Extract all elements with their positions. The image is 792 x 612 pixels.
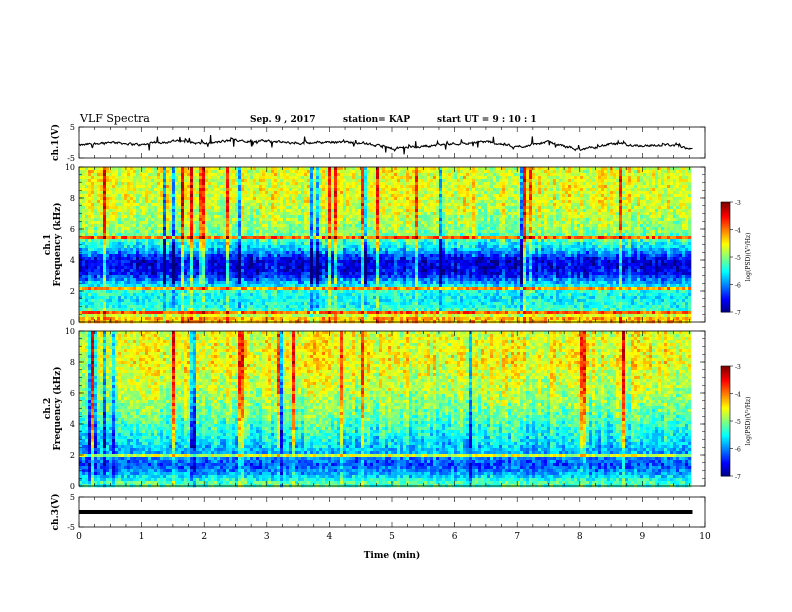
x-axis-label: Time (min)	[364, 550, 421, 561]
x-tick-label: 8	[577, 532, 583, 542]
colorbar-tick-label: -6	[735, 283, 741, 290]
y-tick-label: 5	[70, 123, 75, 132]
colorbar-tick-label: -5	[735, 419, 741, 426]
ch1-waveform-ylabel-group: ch.1(V)	[50, 124, 61, 161]
y-tick-label: 0	[70, 318, 75, 327]
ch1-spectrogram-ylabel: Frequency (kHz)	[52, 202, 63, 286]
y-tick-label: -5	[67, 154, 75, 163]
y-tick-label: 5	[70, 493, 75, 502]
colorbar-tick-label: -4	[735, 392, 741, 399]
y-tick-label: 8	[70, 358, 75, 367]
x-tick-label: 0	[76, 532, 82, 542]
y-tick-label: 10	[65, 163, 75, 172]
colorbar-label: log(PSD)(V²/Hz)	[745, 397, 752, 446]
x-tick-label: 1	[139, 532, 145, 542]
colorbar-label-group: log(PSD)(V²/Hz)	[745, 397, 752, 446]
x-tick-label: 5	[389, 532, 395, 542]
x-tick-label: 4	[327, 532, 333, 542]
colorbar-tick-label: -7	[735, 310, 741, 317]
x-tick-label: 2	[201, 532, 207, 542]
x-tick-label: 6	[452, 532, 458, 542]
colorbar-tick-label: -5	[735, 255, 741, 262]
y-tick-label: 2	[70, 287, 75, 296]
x-tick-label: 7	[514, 532, 520, 542]
colorbar-tick-label: -4	[735, 228, 741, 235]
ch2-spectrogram-cells	[79, 331, 691, 487]
colorbar-tick-label: -6	[735, 447, 741, 454]
ch1-spectrogram-colorbar	[721, 202, 730, 313]
y-tick-label: 4	[70, 420, 75, 429]
ch2-spectrogram-ylabel-group: ch.2 Frequency (kHz)	[43, 366, 63, 450]
ch2-spectrogram-ylabel: Frequency (kHz)	[52, 366, 63, 450]
y-tick-label: 2	[70, 451, 75, 460]
y-tick-label: 6	[70, 389, 75, 398]
ch3-waveform-ylabel: ch.3(V)	[50, 494, 61, 531]
ch3-waveform-ylabel-group: ch.3(V)	[50, 494, 61, 531]
colorbar-tick-label: -3	[735, 200, 741, 207]
y-tick-label: 4	[70, 256, 75, 265]
y-tick-label: 8	[70, 194, 75, 203]
ch1-spectrogram-ylabel: ch.1	[43, 234, 53, 255]
y-tick-label: 10	[65, 327, 75, 336]
x-tick-label: 9	[640, 532, 646, 542]
colorbar-tick-label: -7	[735, 474, 741, 481]
ch1-spectrogram-ylabel-group: ch.1 Frequency (kHz)	[43, 202, 63, 286]
ch1-spectrogram-cells	[79, 167, 691, 323]
x-tick-label: 3	[264, 532, 270, 542]
y-tick-label: 0	[70, 482, 75, 491]
y-tick-label: -5	[67, 523, 75, 532]
colorbar-tick-label: -3	[735, 364, 741, 371]
colorbar-label: log(PSD)(V²/Hz)	[745, 233, 752, 282]
x-tick-label: 10	[699, 532, 711, 542]
ch2-spectrogram-colorbar	[721, 366, 730, 477]
ch2-spectrogram-ylabel: ch.2	[43, 398, 53, 419]
colorbar-label-group: log(PSD)(V²/Hz)	[745, 233, 752, 282]
y-tick-label: 6	[70, 225, 75, 234]
ch1-waveform-ylabel: ch.1(V)	[50, 124, 61, 161]
